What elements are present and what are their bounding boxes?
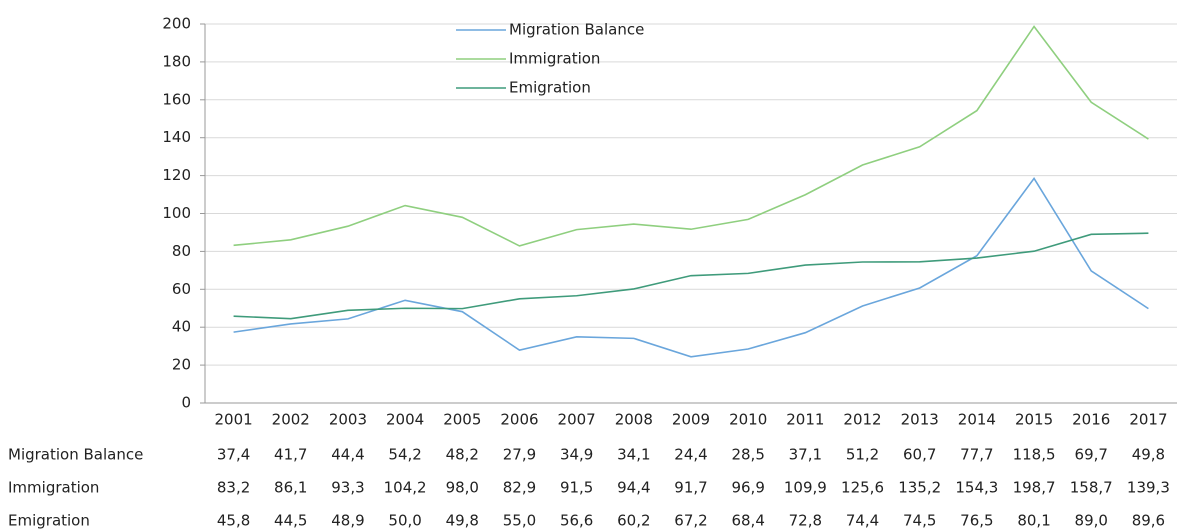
table-row-label: Immigration xyxy=(8,479,99,497)
table-cell: 80,1 xyxy=(1017,512,1050,530)
table-cell: 54,2 xyxy=(388,446,421,464)
table-cell: 48,2 xyxy=(446,446,479,464)
x-tick-label: 2010 xyxy=(729,411,767,429)
y-tick-label: 80 xyxy=(172,242,191,260)
table-cell: 28,5 xyxy=(731,446,764,464)
table-cell: 48,9 xyxy=(331,512,364,530)
legend-label: Immigration xyxy=(509,50,600,68)
x-tick-label: 2013 xyxy=(901,411,939,429)
x-tick-label: 2004 xyxy=(386,411,424,429)
table-cell: 109,9 xyxy=(784,479,827,497)
x-tick-label: 2009 xyxy=(672,411,710,429)
table-cell: 49,8 xyxy=(1132,446,1165,464)
table-cell: 51,2 xyxy=(846,446,879,464)
table-cell: 74,4 xyxy=(846,512,879,530)
table-cell: 74,5 xyxy=(903,512,936,530)
y-tick-label: 140 xyxy=(162,128,191,146)
table-cell: 83,2 xyxy=(217,479,250,497)
table-cell: 91,5 xyxy=(560,479,593,497)
table-cell: 82,9 xyxy=(503,479,536,497)
y-tick-label: 180 xyxy=(162,52,191,70)
y-tick-label: 0 xyxy=(181,394,191,412)
table-cell: 69,7 xyxy=(1075,446,1108,464)
table-cell: 44,4 xyxy=(331,446,364,464)
table-cell: 86,1 xyxy=(274,479,307,497)
x-tick-label: 2008 xyxy=(615,411,653,429)
y-tick-label: 60 xyxy=(172,280,191,298)
series-line xyxy=(233,25,1149,247)
table-cell: 158,7 xyxy=(1070,479,1113,497)
x-tick-label: 2011 xyxy=(786,411,824,429)
x-tick-label: 2001 xyxy=(214,411,252,429)
x-tick-label: 2005 xyxy=(443,411,481,429)
x-tick-label: 2016 xyxy=(1072,411,1110,429)
table-cell: 77,7 xyxy=(960,446,993,464)
table-cell: 67,2 xyxy=(674,512,707,530)
table-cell: 34,9 xyxy=(560,446,593,464)
table-cell: 139,3 xyxy=(1127,479,1170,497)
table-cell: 44,5 xyxy=(274,512,307,530)
series-line xyxy=(233,232,1149,320)
y-tick-label: 20 xyxy=(172,356,191,374)
y-tick-label: 100 xyxy=(162,204,191,222)
table-cell: 24,4 xyxy=(674,446,707,464)
table-cell: 125,6 xyxy=(841,479,884,497)
y-tick-label: 120 xyxy=(162,166,191,184)
legend-label: Migration Balance xyxy=(509,21,644,39)
table-cell: 60,2 xyxy=(617,512,650,530)
table-cell: 93,3 xyxy=(331,479,364,497)
x-tick-label: 2012 xyxy=(843,411,881,429)
table-cell: 89,6 xyxy=(1132,512,1165,530)
table-cell: 41,7 xyxy=(274,446,307,464)
y-tick-label: 200 xyxy=(162,15,191,33)
table-row-label: Emigration xyxy=(8,512,90,530)
table-cell: 94,4 xyxy=(617,479,650,497)
table-cell: 198,7 xyxy=(1013,479,1056,497)
x-tick-label: 2003 xyxy=(329,411,367,429)
table-cell: 104,2 xyxy=(384,479,427,497)
x-tick-label: 2017 xyxy=(1129,411,1167,429)
x-tick-label: 2014 xyxy=(958,411,996,429)
legend-label: Emigration xyxy=(509,79,591,97)
table-cell: 76,5 xyxy=(960,512,993,530)
x-tick-label: 2006 xyxy=(500,411,538,429)
table-cell: 91,7 xyxy=(674,479,707,497)
table-cell: 55,0 xyxy=(503,512,536,530)
table-cell: 135,2 xyxy=(898,479,941,497)
table-cell: 89,0 xyxy=(1075,512,1108,530)
table-cell: 37,4 xyxy=(217,446,250,464)
table-cell: 37,1 xyxy=(789,446,822,464)
table-cell: 118,5 xyxy=(1013,446,1056,464)
table-cell: 72,8 xyxy=(789,512,822,530)
x-tick-label: 2007 xyxy=(558,411,596,429)
table-cell: 50,0 xyxy=(388,512,421,530)
x-tick-label: 2002 xyxy=(272,411,310,429)
table-cell: 27,9 xyxy=(503,446,536,464)
table-cell: 45,8 xyxy=(217,512,250,530)
table-cell: 98,0 xyxy=(446,479,479,497)
series-line xyxy=(233,177,1149,358)
table-row-label: Migration Balance xyxy=(8,446,143,464)
table-cell: 56,6 xyxy=(560,512,593,530)
table-cell: 154,3 xyxy=(955,479,998,497)
table-cell: 96,9 xyxy=(731,479,764,497)
table-cell: 68,4 xyxy=(731,512,764,530)
y-tick-label: 40 xyxy=(172,318,191,336)
y-tick-label: 160 xyxy=(162,90,191,108)
table-cell: 34,1 xyxy=(617,446,650,464)
table-cell: 60,7 xyxy=(903,446,936,464)
table-cell: 49,8 xyxy=(446,512,479,530)
x-tick-label: 2015 xyxy=(1015,411,1053,429)
